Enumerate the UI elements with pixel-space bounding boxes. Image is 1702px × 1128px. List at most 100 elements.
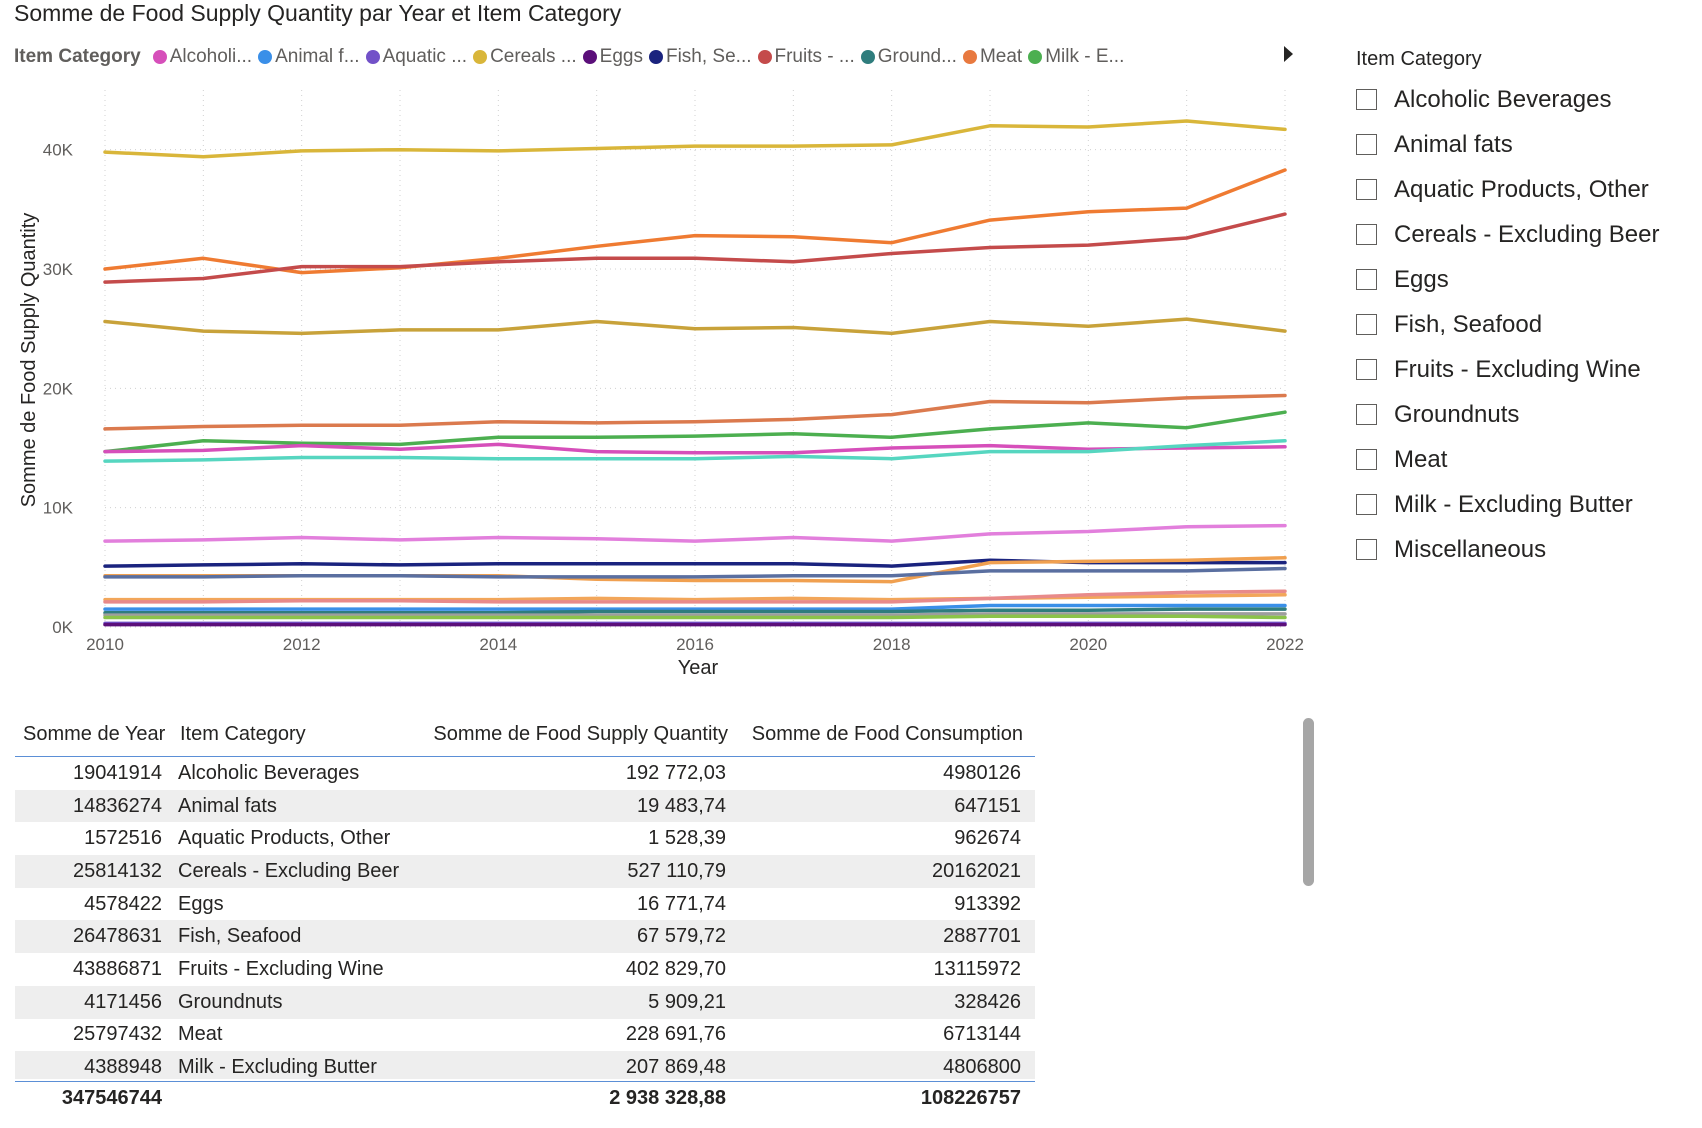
legend-item-label: Fruits - ... xyxy=(774,46,855,67)
series-line-1[interactable] xyxy=(103,168,1287,275)
legend-items: Alcoholi... Animal f... Aquatic ... Cereals… xyxy=(152,46,1131,68)
slicer-checkbox[interactable] xyxy=(1356,449,1377,470)
slicer-item[interactable]: Miscellaneous xyxy=(1356,527,1686,572)
series-line-17[interactable] xyxy=(103,614,1287,620)
table-row[interactable]: 25814132 Cereals - Excluding Beer 527 110,… xyxy=(15,855,1035,888)
cell-food-supply-quantity: 192 772,03 xyxy=(625,761,726,784)
cell-food-consumption: 962674 xyxy=(954,827,1021,850)
series-line-16[interactable] xyxy=(103,612,1287,617)
table-row[interactable]: 14836274 Animal fats 19 483,74 647151 xyxy=(15,789,1035,823)
series-line-14[interactable] xyxy=(103,603,1287,611)
series-line-4[interactable] xyxy=(103,393,1287,431)
cell-food-consumption: 913392 xyxy=(954,892,1021,915)
series-line-12[interactable] xyxy=(103,566,1287,579)
slicer-item[interactable]: Fish, Seafood xyxy=(1356,302,1686,347)
legend-dot-icon xyxy=(473,50,488,64)
table-row[interactable]: 4578422 Eggs 16 771,74 913392 xyxy=(15,888,1035,921)
series-line-0[interactable] xyxy=(103,119,1287,159)
slicer-item-label: Animal fats xyxy=(1394,130,1513,158)
slicer-checkbox[interactable] xyxy=(1356,404,1377,425)
cell-item-category: Eggs xyxy=(178,892,224,915)
legend-next-arrow-icon[interactable] xyxy=(1284,46,1293,62)
cell-item-category: Fruits - Excluding Wine xyxy=(178,957,384,980)
slicer-item-label: Miscellaneous xyxy=(1394,535,1547,563)
slicer-checkbox[interactable] xyxy=(1356,539,1377,560)
table-row[interactable]: 26478631 Fish, Seafood 67 579,72 2887701 xyxy=(15,920,1035,954)
series-line-8[interactable] xyxy=(103,523,1287,543)
slicer-item[interactable]: Fruits - Excluding Wine xyxy=(1356,347,1686,392)
cell-food-supply-quantity: 16 771,74 xyxy=(637,892,726,915)
cell-year: 14836274 xyxy=(73,794,162,817)
header-item-category[interactable]: Item Category xyxy=(180,722,306,745)
chart-series[interactable] xyxy=(103,119,1287,627)
table-scrollbar[interactable] xyxy=(1303,718,1314,886)
slicer-checkbox[interactable] xyxy=(1356,269,1377,290)
legend-item[interactable]: Fish, Se... xyxy=(648,46,752,68)
series-line-13[interactable] xyxy=(103,589,1287,604)
legend-item-label: Fish, Se... xyxy=(665,46,752,67)
slicer-item[interactable]: Meat xyxy=(1356,437,1686,482)
legend-dot-icon xyxy=(152,50,167,64)
header-food-supply-quantity[interactable]: Somme de Food Supply Quantity xyxy=(433,722,728,745)
slicer-item[interactable]: Animal fats xyxy=(1356,122,1686,167)
legend-dot-icon xyxy=(582,50,597,64)
series-line-15[interactable] xyxy=(103,607,1287,615)
table-row[interactable]: 1572516 Aquatic Products, Other 1 528,39 96… xyxy=(15,822,1035,855)
series-line-6[interactable] xyxy=(103,442,1287,455)
cell-food-consumption: 4806800 xyxy=(943,1056,1021,1079)
series-line-3[interactable] xyxy=(103,317,1287,336)
total-food-supply-quantity: 2 938 328,88 xyxy=(609,1086,726,1109)
table-body: 19041914 Alcoholic Beverages 192 772,03 498… xyxy=(15,757,1035,1079)
slicer-item-label: Eggs xyxy=(1394,265,1449,293)
cell-year: 4388948 xyxy=(84,1056,162,1079)
slicer-item[interactable]: Cereals - Excluding Beer xyxy=(1356,212,1686,257)
slicer-checkbox[interactable] xyxy=(1356,359,1377,380)
legend-dot-icon xyxy=(962,50,977,64)
x-tick-label: 2020 xyxy=(1069,635,1107,654)
legend-item[interactable]: Ground... xyxy=(860,46,957,68)
legend-item-label: Aquatic ... xyxy=(382,46,468,67)
chart-gridlines xyxy=(104,90,1286,628)
slicer-item[interactable]: Aquatic Products, Other xyxy=(1356,167,1686,212)
slicer-item[interactable]: Alcoholic Beverages xyxy=(1356,77,1686,122)
table-row[interactable]: 43886871 Fruits - Excluding Wine 402 829,7… xyxy=(15,953,1035,986)
chart-axes: 0K 10K 20K 30K 40K 2010 2012 2014 2016 2018 2020 20… xyxy=(43,141,1304,654)
slicer-item[interactable]: Milk - Excluding Butter xyxy=(1356,482,1686,527)
slicer-item-label: Fish, Seafood xyxy=(1394,310,1543,338)
cell-food-supply-quantity: 19 483,74 xyxy=(637,794,726,817)
legend-item[interactable]: Aquatic ... xyxy=(365,46,468,68)
slicer-checkbox[interactable] xyxy=(1356,134,1377,155)
slicer-checkbox[interactable] xyxy=(1356,314,1377,335)
legend-item[interactable]: Alcoholi... xyxy=(152,46,252,68)
series-line-7[interactable] xyxy=(103,439,1287,463)
slicer-item-label: Meat xyxy=(1394,445,1448,473)
slicer-checkbox[interactable] xyxy=(1356,89,1377,110)
table-row[interactable]: 19041914 Alcoholic Beverages 192 772,03 498… xyxy=(15,757,1035,790)
table-row[interactable]: 4171456 Groundnuts 5 909,21 328426 xyxy=(15,985,1035,1019)
legend-item[interactable]: Meat xyxy=(962,46,1022,68)
legend-item[interactable]: Milk - E... xyxy=(1028,46,1124,68)
x-axis-title: Year xyxy=(678,657,719,679)
legend-item[interactable]: Animal f... xyxy=(258,46,360,68)
legend-item[interactable]: Eggs xyxy=(582,46,643,68)
slicer-checkbox[interactable] xyxy=(1356,494,1377,515)
slicer-item[interactable]: Eggs xyxy=(1356,257,1686,302)
cell-year: 4578422 xyxy=(84,892,162,915)
table-row[interactable]: 25797432 Meat 228 691,76 6713144 xyxy=(15,1019,1035,1052)
header-food-consumption[interactable]: Somme de Food Consumption xyxy=(751,722,1023,745)
cell-item-category: Animal fats xyxy=(178,794,277,817)
x-tick-label: 2018 xyxy=(873,635,911,654)
slicer-checkbox[interactable] xyxy=(1356,224,1377,245)
cell-item-category: Aquatic Products, Other xyxy=(178,827,391,850)
table-row[interactable]: 4388948 Milk - Excluding Butter 207 869,48… xyxy=(15,1051,1035,1079)
cell-food-supply-quantity: 402 829,70 xyxy=(625,957,726,980)
header-year[interactable]: Somme de Year xyxy=(23,722,166,745)
legend-item[interactable]: Fruits - ... xyxy=(757,46,855,68)
slicer-checkbox[interactable] xyxy=(1356,179,1377,200)
legend-item[interactable]: Cereals ... xyxy=(473,46,577,68)
line-chart: 0K 10K 20K 30K 40K 2010 2012 2014 2016 2018 2020 20… xyxy=(18,90,1304,679)
y-tick-label: 40K xyxy=(43,141,74,160)
series-line-5[interactable] xyxy=(103,410,1287,454)
series-line-2[interactable] xyxy=(103,212,1287,284)
slicer-item[interactable]: Groundnuts xyxy=(1356,392,1686,437)
